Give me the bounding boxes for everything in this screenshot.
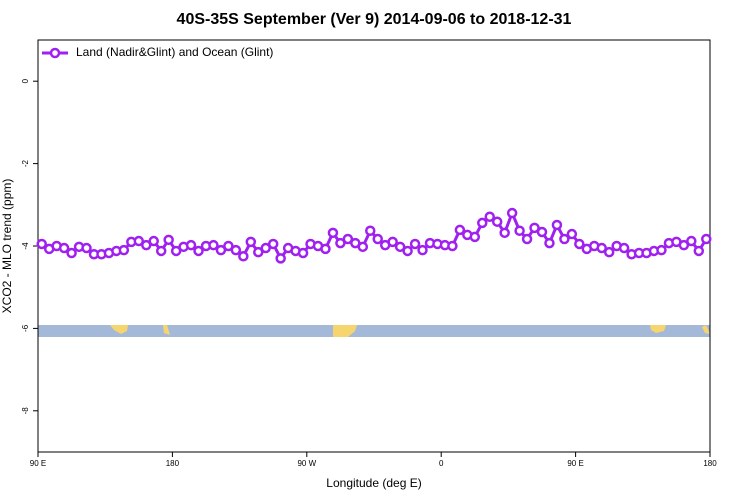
- data-point: [275, 253, 286, 264]
- data-point: [267, 238, 279, 250]
- data-point: [118, 244, 130, 256]
- x-tick-label: 90 E: [567, 459, 583, 468]
- data-point: [148, 235, 159, 247]
- land: [110, 325, 128, 334]
- x-axis-label: Longitude (deg E): [326, 476, 421, 490]
- data-point: [678, 239, 690, 251]
- data-point: [499, 227, 510, 239]
- data-point: [342, 233, 354, 245]
- data-point: [215, 244, 227, 256]
- legend-marker: [49, 47, 61, 59]
- data-point: [477, 217, 488, 229]
- data-point: [491, 216, 503, 227]
- data-point: [469, 231, 481, 243]
- data-point: [394, 241, 406, 253]
- y-tick-label: 0: [21, 78, 30, 83]
- data-point: [566, 228, 578, 240]
- x-tick-label: 180: [703, 459, 717, 468]
- x-tick-label: 90 W: [297, 459, 316, 468]
- x-tick-label: 90 E: [30, 459, 46, 468]
- data-point: [521, 233, 533, 245]
- data-point: [387, 236, 398, 248]
- data-point: [656, 244, 667, 256]
- data-point: [193, 245, 204, 257]
- land-mask: [38, 325, 710, 337]
- data-point: [551, 219, 563, 231]
- land: [702, 325, 710, 334]
- data-point: [536, 226, 548, 238]
- data-point: [297, 247, 309, 259]
- ocean-band: [38, 325, 710, 337]
- data-point: [357, 241, 369, 253]
- data-point: [484, 211, 495, 222]
- data-point: [596, 242, 607, 254]
- data-point: [81, 242, 92, 254]
- x-tick-label: 180: [166, 459, 180, 468]
- y-tick-label: -8: [21, 407, 30, 415]
- data-point: [365, 225, 376, 237]
- data-point: [686, 235, 697, 247]
- data-point: [693, 245, 705, 257]
- data-point: [36, 238, 47, 250]
- data-point: [141, 239, 152, 251]
- land: [163, 325, 170, 335]
- data-point: [417, 244, 428, 256]
- data-point: [506, 207, 518, 219]
- data-point: [245, 236, 257, 248]
- legend-label: Land (Nadir&Glint) and Ocean (Glint): [76, 45, 273, 59]
- data-point: [170, 245, 182, 257]
- data-point: [163, 234, 174, 246]
- data-point: [223, 240, 234, 252]
- data-point: [58, 242, 70, 254]
- data-point: [514, 225, 525, 237]
- data-point: [238, 251, 249, 262]
- data-point: [574, 238, 585, 250]
- data-point: [230, 244, 242, 256]
- y-tick-label: -6: [21, 324, 30, 332]
- data-point: [559, 233, 570, 245]
- y-tick-label: -2: [21, 159, 30, 167]
- land: [650, 325, 666, 333]
- land: [333, 325, 357, 337]
- data-point: [185, 239, 197, 251]
- data-point: [320, 243, 331, 255]
- data-point: [335, 237, 346, 249]
- data-point: [402, 245, 413, 257]
- x-tick-label: 0: [439, 459, 444, 468]
- data-point: [529, 222, 540, 234]
- data-point: [454, 224, 466, 236]
- data-point: [544, 237, 555, 249]
- data-point: [260, 242, 271, 254]
- data-point: [701, 233, 712, 245]
- data-point: [372, 233, 383, 245]
- data-point: [66, 247, 77, 259]
- data-point: [327, 227, 339, 239]
- data-point: [155, 245, 167, 257]
- chart-title: 40S-35S September (Ver 9) 2014-09-06 to …: [177, 11, 572, 28]
- data-point: [447, 240, 458, 252]
- data-point: [409, 238, 421, 250]
- data-point: [208, 239, 219, 251]
- y-tick-label: -4: [21, 242, 30, 250]
- data-point: [618, 242, 630, 254]
- data-point: [253, 246, 264, 258]
- y-axis-label: XCO2 - MLO trend (ppm): [0, 179, 14, 314]
- data-point: [133, 235, 145, 247]
- data-point: [603, 246, 615, 258]
